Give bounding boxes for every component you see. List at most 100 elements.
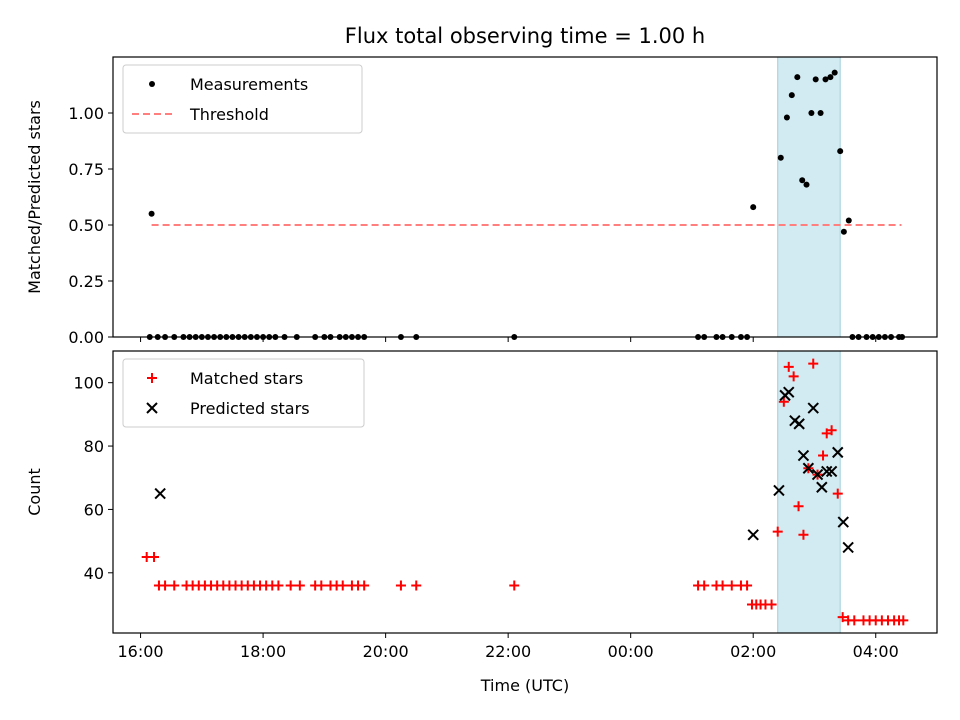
y-tick-label: 60 bbox=[84, 500, 104, 519]
y-tick-label: 100 bbox=[73, 374, 104, 393]
data-point bbox=[802, 462, 815, 474]
data-point bbox=[509, 580, 520, 591]
data-point bbox=[285, 580, 296, 591]
legend-marker bbox=[149, 81, 155, 87]
legend-marker bbox=[146, 402, 158, 414]
data-point bbox=[773, 484, 785, 497]
x-tick-label: 18:00 bbox=[240, 642, 286, 661]
panel-ratio: 0.00 0.25 0.50 0.75 1.00 Matched/Predicted st… bbox=[25, 56, 938, 347]
series-matched-stars bbox=[141, 358, 909, 626]
data-point bbox=[837, 516, 849, 528]
legend-label: Matched stars bbox=[190, 369, 303, 388]
data-point bbox=[811, 468, 824, 481]
y-tick-label: 0.50 bbox=[68, 216, 104, 235]
data-point bbox=[827, 74, 834, 81]
y-tick-label: 40 bbox=[84, 564, 104, 583]
y-axis-title: Matched/Predicted stars bbox=[25, 100, 44, 294]
data-point bbox=[845, 217, 852, 224]
data-point bbox=[778, 396, 789, 407]
x-tick-label: 20:00 bbox=[363, 642, 409, 661]
data-point bbox=[816, 481, 828, 493]
data-point bbox=[169, 580, 180, 591]
series-predicted-stars bbox=[154, 386, 854, 554]
legend-label: Predicted stars bbox=[190, 399, 310, 418]
data-point bbox=[726, 580, 737, 591]
chart-title: Flux total observing time = 1.00 h bbox=[345, 24, 705, 48]
x-tick-label: 00:00 bbox=[608, 642, 654, 661]
data-point bbox=[898, 615, 909, 626]
data-point bbox=[840, 228, 847, 235]
data-point bbox=[831, 69, 838, 76]
data-point bbox=[788, 92, 795, 99]
y-tick-label: 0.25 bbox=[68, 272, 104, 291]
data-point bbox=[822, 76, 829, 83]
data-point bbox=[783, 361, 794, 372]
y-axis-title: Count bbox=[25, 468, 44, 516]
y-tick-label: 0.75 bbox=[68, 160, 104, 179]
data-point bbox=[837, 612, 848, 623]
data-point bbox=[783, 386, 795, 398]
data-point bbox=[783, 114, 790, 121]
legend-label: Measurements bbox=[190, 75, 308, 94]
data-point bbox=[160, 580, 171, 591]
data-point bbox=[826, 425, 837, 436]
data-point bbox=[699, 580, 710, 591]
legend: Measurements Threshold bbox=[122, 64, 363, 134]
data-point bbox=[798, 529, 809, 540]
y-tick-label: 1.00 bbox=[68, 104, 104, 123]
data-point bbox=[337, 580, 348, 591]
legend: Matched stars Predicted stars bbox=[122, 358, 365, 428]
legend-label: Threshold bbox=[189, 105, 269, 124]
data-point bbox=[742, 580, 753, 591]
data-point bbox=[803, 181, 810, 188]
data-point bbox=[837, 148, 844, 155]
x-tick-label: 02:00 bbox=[730, 642, 776, 661]
x-tick-label: 04:00 bbox=[853, 642, 899, 661]
data-point bbox=[717, 580, 728, 591]
y-tick-label: 0.00 bbox=[68, 328, 104, 347]
y-tick-label: 80 bbox=[84, 437, 104, 456]
data-point bbox=[812, 76, 819, 83]
data-point bbox=[842, 541, 854, 554]
legend-box bbox=[122, 358, 365, 428]
data-point bbox=[793, 501, 804, 512]
data-point bbox=[395, 580, 406, 591]
data-point bbox=[818, 450, 829, 461]
panel-counts: 16:00 18:00 20:00 22:00 00:00 02:00 04:00 40 60 8… bbox=[25, 350, 938, 661]
data-point bbox=[772, 526, 783, 537]
x-tick-label: 16:00 bbox=[118, 642, 164, 661]
data-point bbox=[788, 371, 799, 382]
data-point bbox=[797, 449, 810, 462]
data-point bbox=[808, 358, 819, 369]
data-point bbox=[825, 465, 838, 478]
data-point bbox=[273, 580, 284, 591]
x-tick-label: 22:00 bbox=[485, 642, 531, 661]
data-point bbox=[750, 204, 757, 211]
data-point bbox=[154, 487, 166, 500]
x-axis-title: Time (UTC) bbox=[480, 676, 569, 695]
data-point bbox=[766, 599, 777, 610]
legend-box bbox=[122, 64, 363, 134]
data-point bbox=[817, 110, 824, 116]
data-point bbox=[799, 177, 806, 184]
data-point bbox=[832, 446, 844, 459]
data-point bbox=[148, 210, 155, 217]
data-point bbox=[832, 488, 843, 499]
axes-frame bbox=[112, 350, 938, 634]
data-point bbox=[793, 418, 805, 430]
data-point bbox=[316, 580, 327, 591]
data-point bbox=[794, 74, 801, 81]
data-point bbox=[821, 465, 833, 478]
data-point bbox=[149, 551, 160, 562]
data-point bbox=[294, 580, 305, 591]
data-point bbox=[359, 580, 370, 591]
data-point bbox=[747, 529, 759, 541]
data-point bbox=[411, 580, 422, 591]
data-point bbox=[849, 615, 860, 626]
legend-marker bbox=[147, 373, 157, 383]
data-point bbox=[807, 402, 819, 414]
data-point bbox=[808, 110, 815, 116]
axes-frame bbox=[112, 56, 938, 338]
data-point bbox=[777, 154, 784, 161]
